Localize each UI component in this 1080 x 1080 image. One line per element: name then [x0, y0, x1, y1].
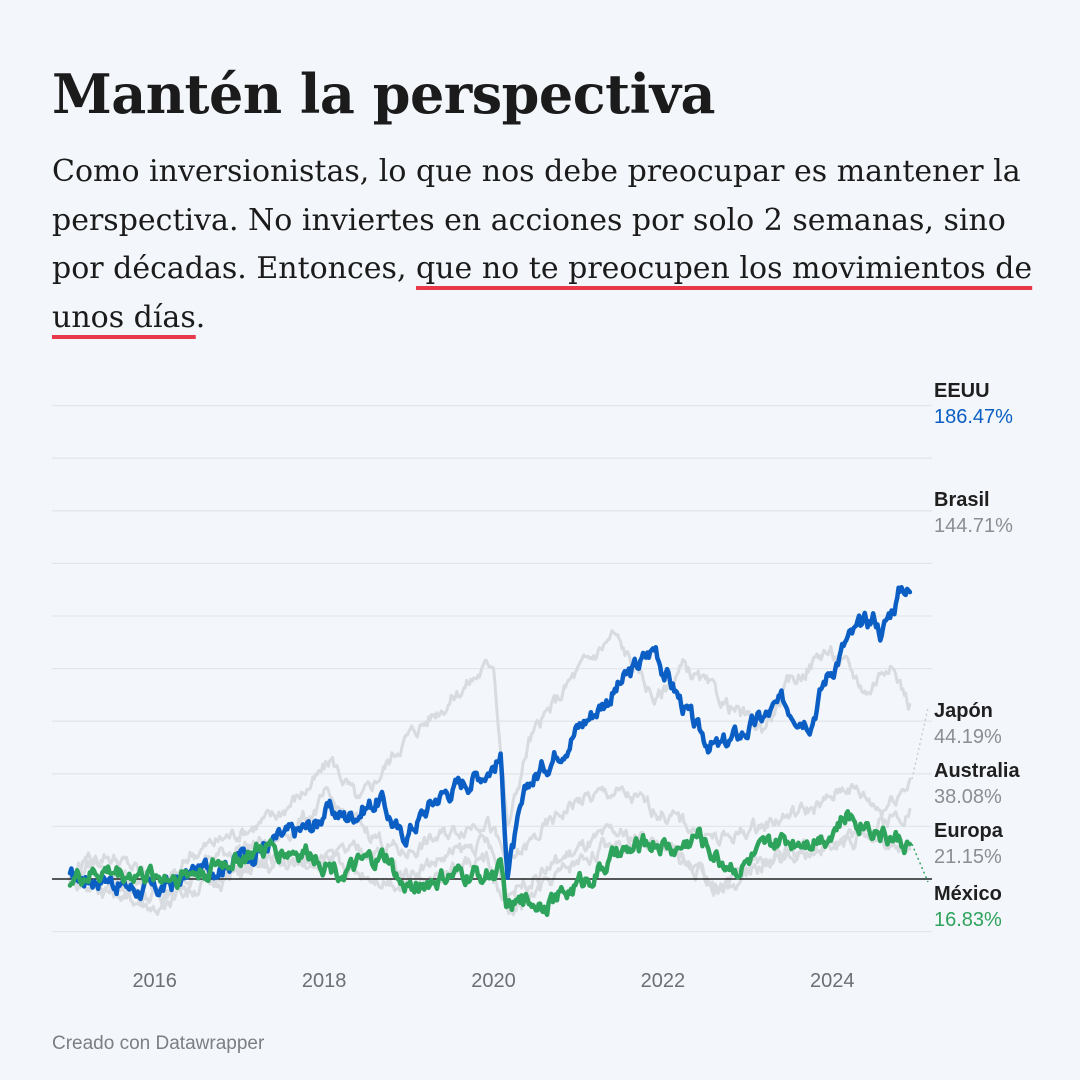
description-text: Como inversionistas, lo que nos debe pre… — [52, 154, 1021, 286]
description-highlight: que no te preocupen los movimientos de u… — [52, 251, 1033, 335]
series-value-europa: 21.15% — [934, 846, 1002, 868]
x-axis-labels: 2016 2018 2020 2022 2024 — [132, 970, 854, 992]
label-connector — [911, 707, 929, 780]
description: Como inversionistas, lo que nos debe pre… — [52, 148, 1042, 342]
series-label-japon: Japón — [934, 700, 993, 722]
series-labels: EEUU 186.47% Brasil 144.71% Japón 44.19% Austr… — [911, 380, 1020, 931]
x-tick-label: 2016 — [132, 970, 177, 992]
highlight-series — [67, 584, 913, 918]
series-value-brasil: 144.71% — [934, 515, 1013, 537]
series-value-mexico: 16.83% — [934, 909, 1002, 931]
page-title: Mantén la perspectiva — [52, 62, 715, 126]
description-end: . — [195, 299, 206, 335]
x-tick-label: 2020 — [471, 970, 516, 992]
series-line-mexico — [67, 809, 913, 918]
series-label-australia: Australia — [934, 760, 1020, 782]
series-label-eeuu: EEUU — [934, 380, 990, 402]
series-label-brasil: Brasil — [934, 489, 990, 511]
series-line-europa — [68, 826, 912, 917]
label-connector — [911, 843, 929, 883]
x-tick-label: 2018 — [302, 970, 347, 992]
series-value-eeuu: 186.47% — [934, 406, 1013, 428]
x-tick-label: 2022 — [641, 970, 686, 992]
series-line-brasil — [68, 629, 912, 916]
series-label-mexico: México — [934, 883, 1002, 905]
series-line-japon — [68, 777, 912, 893]
x-tick-label: 2024 — [810, 970, 855, 992]
series-value-japon: 44.19% — [934, 726, 1002, 748]
series-label-europa: Europa — [934, 820, 1004, 842]
footer-credit: Creado con Datawrapper — [52, 1033, 265, 1054]
series-value-australia: 38.08% — [934, 786, 1002, 808]
